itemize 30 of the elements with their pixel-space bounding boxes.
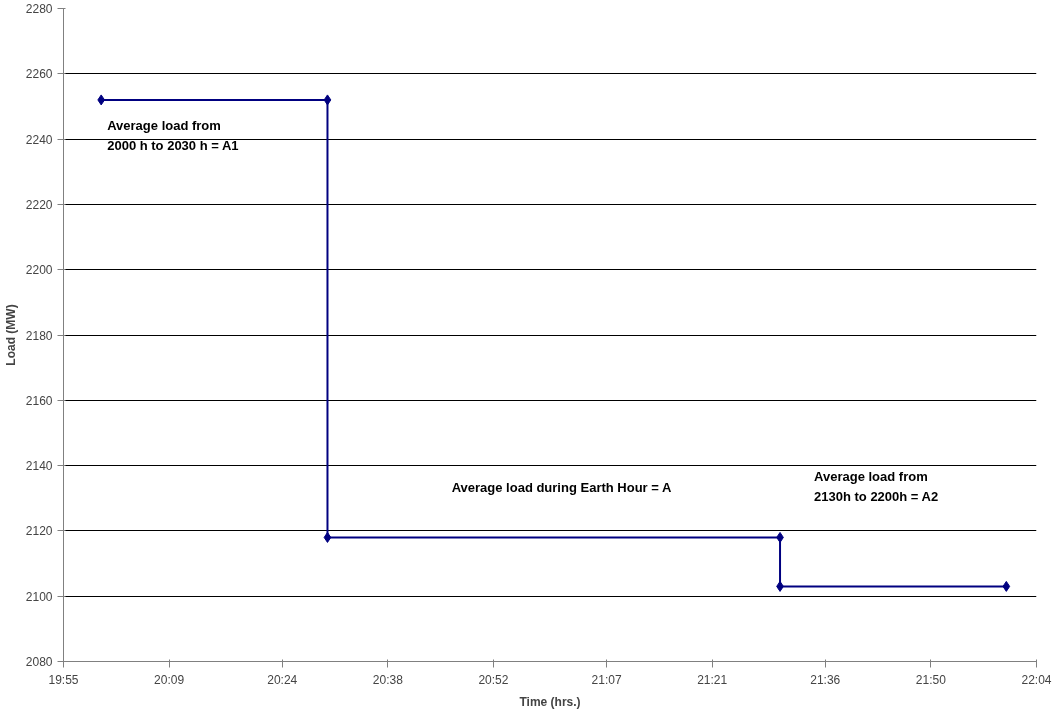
y-axis-title: Load (MW) bbox=[3, 304, 18, 366]
x-tick-label: 20:09 bbox=[154, 672, 185, 687]
x-tick-label: 20:38 bbox=[372, 672, 404, 687]
point bbox=[323, 94, 332, 106]
annotation: Average load from 2000 h to 2030 h = A1 bbox=[107, 117, 239, 154]
point bbox=[97, 94, 106, 106]
x-tick-label: 20:24 bbox=[267, 672, 298, 687]
y-tick-label: 2100 bbox=[25, 589, 53, 604]
x-tick-label: 21:36 bbox=[810, 672, 841, 687]
y-tick-label: 2240 bbox=[25, 132, 53, 147]
y-tick-label: 2120 bbox=[25, 524, 53, 539]
x-tick-label: 20:52 bbox=[478, 672, 509, 687]
x-tick-label: 21:50 bbox=[915, 672, 947, 687]
annotation: Average load from 2130h to 2200h = A2 bbox=[814, 469, 939, 505]
point bbox=[323, 531, 332, 543]
y-tick-label: 2280 bbox=[25, 2, 53, 16]
x-axis-title: Time (hrs.) bbox=[519, 694, 581, 709]
x-tick-label: 21:21 bbox=[697, 672, 728, 687]
y-tick-label: 2160 bbox=[25, 393, 53, 408]
annotation: Average load during Earth Hour = A bbox=[451, 480, 672, 496]
point bbox=[1002, 580, 1011, 592]
x-tick-label: 22:04 bbox=[1021, 672, 1052, 687]
y-tick-label: 2200 bbox=[25, 263, 53, 278]
x-tick-label: 21:07 bbox=[591, 672, 622, 687]
x-tick-label: 19:55 bbox=[48, 672, 79, 687]
y-tick-label: 2220 bbox=[25, 197, 53, 212]
y-tick-label: 2140 bbox=[25, 459, 53, 474]
y-tick-label: 2080 bbox=[25, 655, 53, 669]
y-tick-label: 2180 bbox=[25, 328, 53, 343]
y-tick-label: 2260 bbox=[25, 67, 53, 82]
